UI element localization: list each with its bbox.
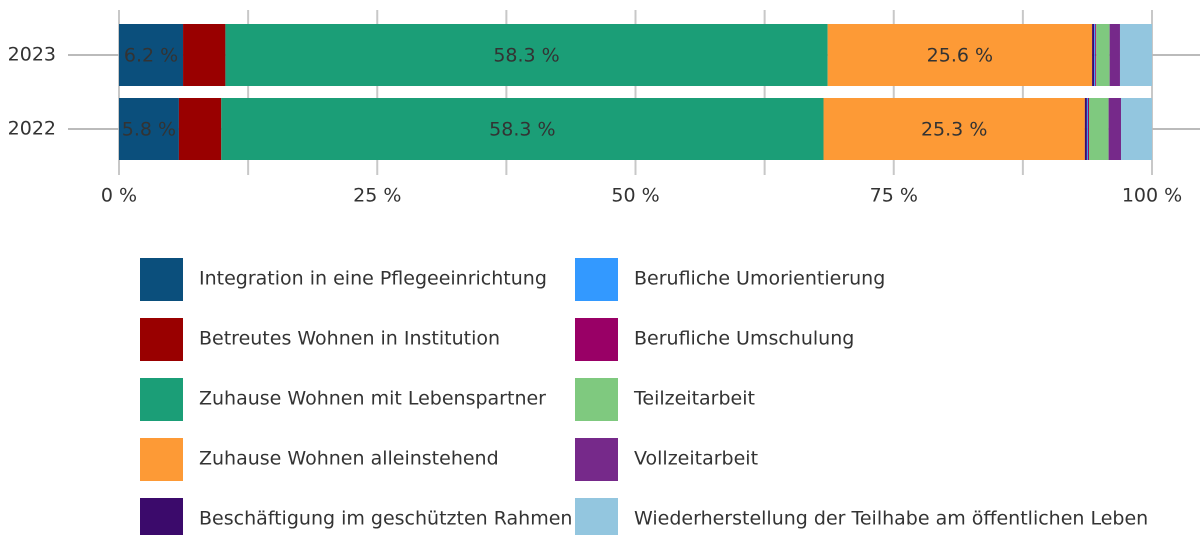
legend-swatch [140,258,183,301]
legend-swatch [140,438,183,481]
data-label: 58.3 % [493,45,559,67]
bar-segment [1088,98,1109,160]
legend-swatch [575,258,618,301]
bar-segment [1096,24,1110,86]
data-label: 25.3 % [921,119,987,141]
x-tick-label: 0 % [101,185,137,207]
legend-label: Betreutes Wohnen in Institution [199,328,500,350]
legend-swatch [575,318,618,361]
legend-label: Berufliche Umschulung [634,328,854,350]
x-tick-label: 50 % [611,185,659,207]
legend-label: Teilzeitarbeit [633,388,755,410]
bar-segment [1109,24,1120,86]
legend-label: Vollzeitarbeit [634,448,758,470]
bar-segment [183,24,226,86]
legend-swatch [575,378,618,421]
legend-label: Wiederherstellung der Teilhabe am öffent… [634,508,1148,530]
data-label: 25.6 % [927,45,993,67]
bar-segment [119,98,179,160]
bar-segment [1119,24,1152,86]
legend-swatch [575,498,618,535]
x-tick-label: 100 % [1122,185,1182,207]
legend-swatch [575,438,618,481]
y-tick-label: 2023 [8,44,56,66]
data-label: 6.2 % [124,45,178,67]
legend-label: Integration in eine Pflegeeinrichtung [199,268,547,290]
bar-segment [119,24,184,86]
x-tick-label: 75 % [870,185,918,207]
legend-label: Berufliche Umorientierung [634,268,885,290]
bar-segment [225,24,828,86]
data-label: 58.3 % [489,119,555,141]
bar-segment [1108,98,1122,160]
bar-segment [1094,24,1096,86]
x-tick-label: 25 % [353,185,401,207]
bar-segment [823,98,1085,160]
bar-segment [827,24,1093,86]
legend-label: Beschäftigung im geschützten Rahmen [199,508,572,530]
bar-segment [178,98,222,160]
bar-segment [1095,24,1097,86]
legend-label: Zuhause Wohnen alleinstehend [199,448,499,470]
legend-swatch [140,498,183,535]
legend-swatch [140,318,183,361]
bar-segment [1087,98,1089,160]
bar-segment [1086,98,1088,160]
legend-label: Zuhause Wohnen mit Lebenspartner [199,388,546,410]
data-label: 5.8 % [122,119,176,141]
bar-segment [1121,98,1152,160]
bar-segment [1092,24,1095,86]
bar-segment [1084,98,1087,160]
y-tick-label: 2022 [8,118,56,140]
legend-swatch [140,378,183,421]
bar-segment [221,98,824,160]
